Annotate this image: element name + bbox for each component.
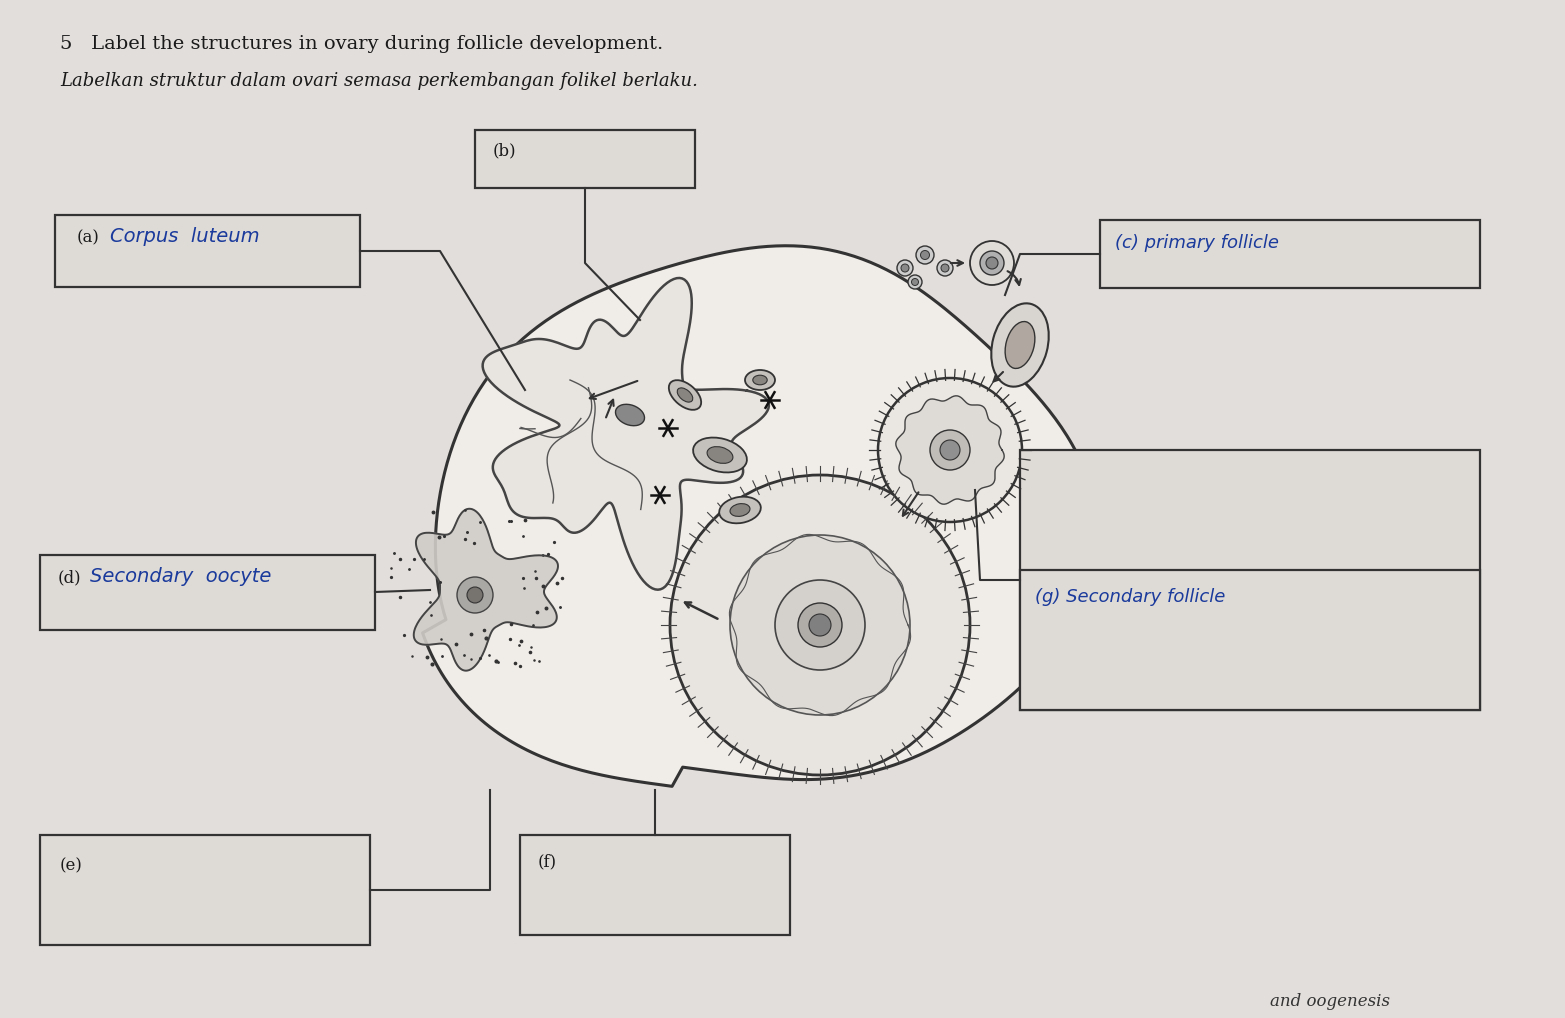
Polygon shape <box>895 396 1005 504</box>
Circle shape <box>908 275 922 289</box>
Bar <box>41 835 369 945</box>
Circle shape <box>937 260 953 276</box>
Circle shape <box>798 603 842 647</box>
Circle shape <box>970 241 1014 285</box>
Circle shape <box>941 440 959 460</box>
Text: Corpus  luteum: Corpus luteum <box>110 227 260 246</box>
Circle shape <box>897 260 912 276</box>
Text: (b): (b) <box>493 142 516 159</box>
Text: (c) primary follicle: (c) primary follicle <box>1114 234 1279 252</box>
Circle shape <box>920 250 930 260</box>
Bar <box>1100 220 1480 288</box>
Bar <box>1020 570 1480 710</box>
Polygon shape <box>413 509 559 671</box>
Ellipse shape <box>693 438 747 472</box>
Ellipse shape <box>668 380 701 410</box>
Circle shape <box>809 614 831 636</box>
Bar <box>520 835 790 935</box>
Circle shape <box>878 378 1022 522</box>
Circle shape <box>911 279 919 285</box>
Polygon shape <box>482 278 768 589</box>
Bar <box>41 555 376 630</box>
Bar <box>55 215 360 287</box>
Circle shape <box>775 580 865 670</box>
Ellipse shape <box>720 497 761 523</box>
Ellipse shape <box>678 388 693 402</box>
Text: (d): (d) <box>58 569 81 586</box>
Text: Labelkan struktur dalam ovari semasa perkembangan folikel berlaku.: Labelkan struktur dalam ovari semasa per… <box>59 72 698 90</box>
Ellipse shape <box>1005 322 1034 369</box>
Ellipse shape <box>615 404 645 426</box>
Text: 5   Label the structures in ovary during follicle development.: 5 Label the structures in ovary during f… <box>59 35 664 53</box>
Polygon shape <box>423 245 1097 786</box>
Ellipse shape <box>753 376 767 385</box>
Text: (a): (a) <box>77 229 100 246</box>
Bar <box>1020 450 1480 710</box>
Ellipse shape <box>745 370 775 390</box>
Text: and oogenesis: and oogenesis <box>1271 993 1390 1010</box>
Ellipse shape <box>707 447 732 463</box>
Circle shape <box>457 577 493 613</box>
Circle shape <box>916 246 934 264</box>
Ellipse shape <box>729 504 750 516</box>
Bar <box>476 130 695 188</box>
Text: (f): (f) <box>538 853 557 870</box>
Circle shape <box>670 475 970 775</box>
Circle shape <box>930 430 970 470</box>
Circle shape <box>941 264 948 272</box>
Text: (g) Secondary follicle: (g) Secondary follicle <box>1034 588 1225 606</box>
Text: (e): (e) <box>59 857 83 874</box>
Circle shape <box>980 251 1005 275</box>
Text: Secondary  oocyte: Secondary oocyte <box>91 567 271 586</box>
Circle shape <box>986 257 998 269</box>
Circle shape <box>901 264 909 272</box>
Circle shape <box>466 587 484 603</box>
Circle shape <box>729 535 909 715</box>
Ellipse shape <box>991 303 1049 387</box>
